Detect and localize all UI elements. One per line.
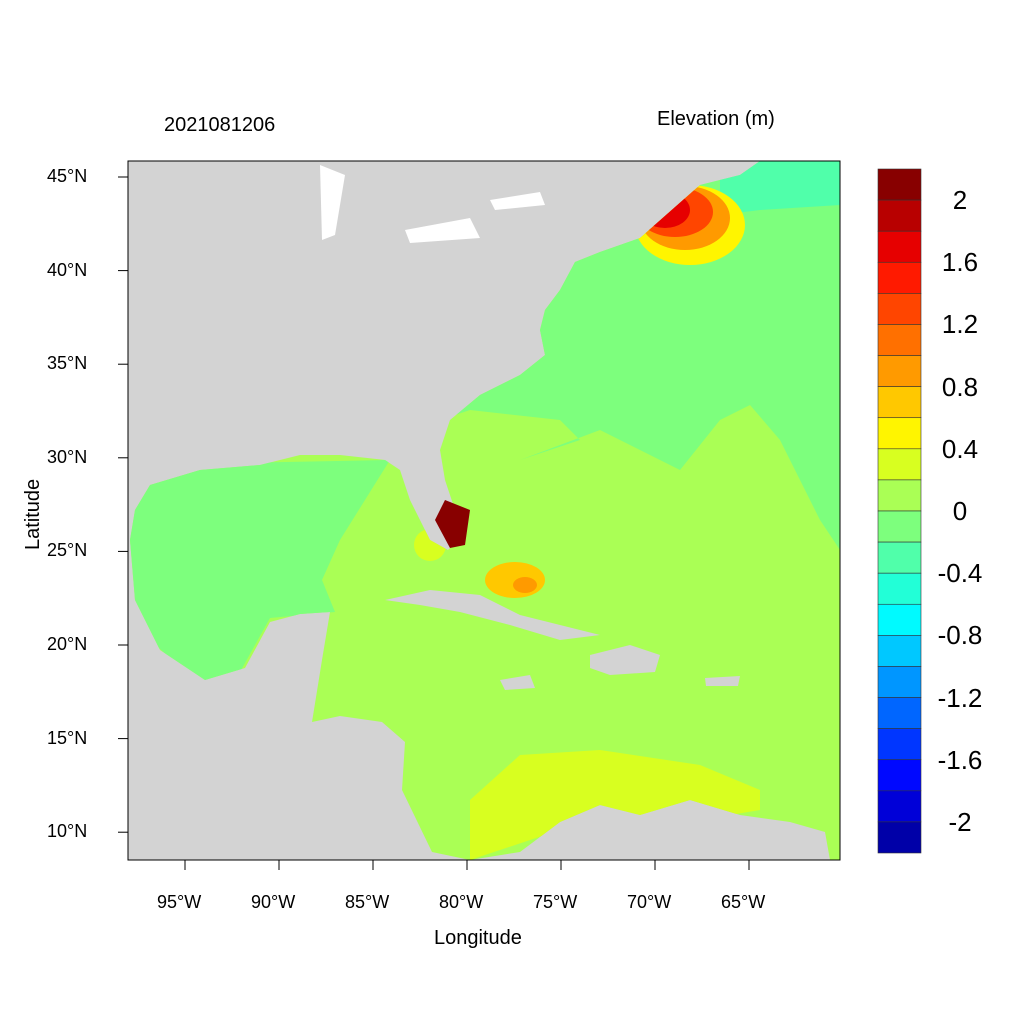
colorbar-label: -0.4 (937, 558, 983, 589)
colorbar-box (877, 386, 922, 419)
colorbar-label: -2 (948, 806, 972, 837)
variable-title: Elevation (m) (657, 108, 775, 130)
colorbar-label: 2 (952, 185, 968, 216)
colorbar-box (877, 666, 922, 698)
colorbar-box (877, 635, 922, 667)
colorbar-box (877, 230, 922, 263)
gulf-region (130, 460, 390, 685)
x-tick-label: 90°W (251, 892, 296, 912)
x-tick-label: 85°W (345, 892, 390, 912)
colorbar-box (877, 541, 922, 574)
y-tick-label: 25°N (47, 540, 88, 561)
colorbar-box (877, 510, 922, 543)
timestamp-title: 2021081206 (164, 114, 276, 136)
x-tick-label: 70°W (627, 892, 672, 912)
colorbar-label: -1.6 (937, 744, 983, 775)
y-tick-label: 10°N (47, 821, 88, 842)
colorbar-box (877, 759, 922, 792)
colorbar-box (877, 293, 922, 325)
y-tick-label: 35°N (47, 353, 88, 374)
colorbar-box (877, 417, 922, 450)
colorbar-box (877, 572, 922, 605)
plot-frame (127, 160, 841, 861)
colorbar-label: 0 (952, 496, 968, 526)
colorbar-box (877, 261, 922, 294)
y-axis-label: Latitude (22, 478, 44, 550)
lake-ontario (490, 192, 545, 210)
colorbar-box (877, 355, 922, 387)
y-tick-label: 15°N (47, 727, 88, 748)
colorbar-label: 0.8 (941, 371, 979, 402)
negative-anomaly-region (720, 161, 840, 215)
hispaniola (590, 645, 660, 675)
colorbar-box (877, 697, 922, 729)
colorbar-box (877, 448, 922, 481)
colorbar-label: 0.4 (941, 433, 979, 464)
florida-inundation (435, 500, 470, 548)
x-axis-label: Longitude (434, 927, 522, 949)
colorbar-label: -0.8 (937, 620, 983, 651)
colorbar-box (877, 728, 922, 761)
colorbar-box (877, 168, 922, 201)
lake-erie (405, 218, 480, 243)
lake-michigan (320, 165, 345, 240)
y-tick-label: 20°N (47, 634, 88, 654)
x-tick-label: 95°W (157, 892, 202, 912)
colorbar-box (877, 821, 922, 854)
puerto-rico (705, 676, 740, 686)
x-tick-label: 65°W (721, 892, 766, 912)
colorbar-box (877, 199, 922, 232)
colorbar-label: -1.2 (937, 682, 983, 713)
south-caribbean-region (470, 750, 760, 860)
jamaica (500, 675, 535, 690)
y-tick-label: 40°N (47, 259, 88, 280)
colorbar-label: 1.2 (941, 309, 979, 340)
colorbar-label: 1.6 (941, 247, 979, 278)
colorbar-box (877, 479, 922, 512)
x-tick-label: 75°W (533, 892, 578, 912)
cuba (385, 590, 600, 640)
colorbar-box (877, 790, 922, 823)
colorbar-box (877, 324, 922, 356)
x-tick-label: 80°W (439, 892, 484, 912)
colorbar-box (877, 603, 922, 636)
y-tick-label: 30°N (47, 446, 88, 467)
y-tick-label: 45°N (47, 166, 88, 186)
